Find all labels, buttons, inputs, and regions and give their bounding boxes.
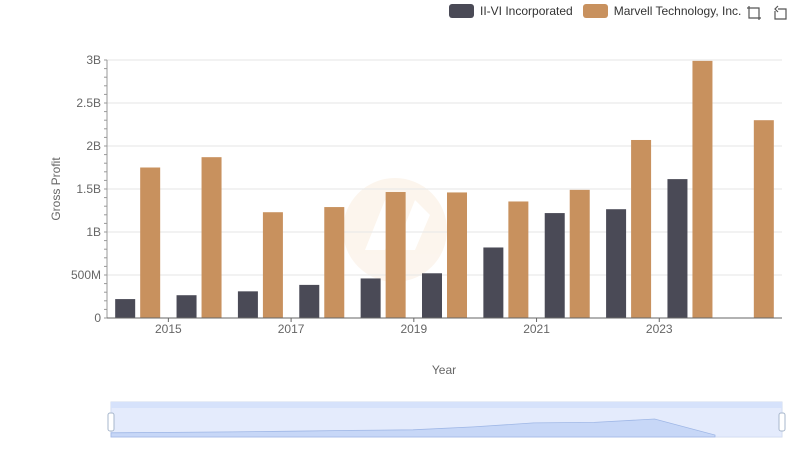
datazoom[interactable] — [107, 401, 786, 438]
bar-ii-vi[interactable] — [176, 295, 197, 318]
toolbox — [746, 5, 788, 21]
y-tick-label: 500M — [71, 268, 101, 282]
bar-ii-vi[interactable] — [237, 291, 258, 318]
bar-marvell[interactable] — [262, 212, 283, 318]
bar-marvell[interactable] — [140, 167, 161, 319]
datazoom-handle-right[interactable] — [778, 412, 786, 432]
bar-marvell[interactable] — [324, 207, 345, 318]
bar-marvell[interactable] — [753, 120, 774, 318]
legend-item-ii-vi[interactable]: II-VI Incorporated — [449, 4, 573, 18]
zoom-icon[interactable] — [746, 5, 762, 21]
bar-ii-vi[interactable] — [299, 284, 320, 318]
x-tick-label: 2017 — [278, 322, 305, 336]
bar-marvell[interactable] — [385, 192, 406, 318]
datazoom-area — [110, 418, 716, 438]
bar-ii-vi[interactable] — [422, 273, 442, 318]
bar-ii-vi[interactable] — [606, 209, 627, 318]
bar-ii-vi[interactable] — [544, 213, 565, 318]
legend-label-ii-vi: II-VI Incorporated — [480, 4, 573, 18]
legend-item-marvell[interactable]: Marvell Technology, Inc. — [582, 4, 742, 18]
legend-label-marvell: Marvell Technology, Inc. — [613, 4, 742, 18]
datazoom-handle-left[interactable] — [107, 412, 115, 432]
y-axis-label: Gross Profit — [49, 157, 63, 221]
bar-ii-vi[interactable] — [360, 278, 381, 318]
legend-swatch-ii-vi — [449, 4, 474, 18]
bar-marvell[interactable] — [692, 60, 713, 319]
x-tick-label: 2023 — [646, 322, 673, 336]
bar-ii-vi[interactable] — [483, 247, 504, 318]
y-tick-label: 1B — [86, 225, 101, 239]
x-axis-label: Year — [432, 363, 456, 377]
x-tick-label: 2021 — [523, 322, 550, 336]
y-tick-label: 2B — [86, 139, 101, 153]
watermark-logo — [343, 178, 447, 282]
y-tick-label: 0 — [94, 311, 101, 325]
bar-marvell[interactable] — [201, 157, 222, 318]
restore-icon[interactable] — [772, 5, 788, 21]
bar-ii-vi[interactable] — [667, 179, 688, 318]
datazoom-top-bar[interactable] — [111, 402, 782, 408]
bar-marvell[interactable] — [569, 189, 590, 318]
bar-marvell[interactable] — [447, 192, 467, 318]
legend: II-VI Incorporated Marvell Technology, I… — [449, 4, 741, 18]
y-tick-label: 3B — [86, 53, 101, 67]
y-tick-label: 1.5B — [76, 182, 101, 196]
bar-ii-vi[interactable] — [115, 299, 136, 318]
y-tick-label: 2.5B — [76, 96, 101, 110]
bar-marvell[interactable] — [631, 139, 652, 318]
legend-swatch-marvell — [582, 4, 608, 18]
x-tick-label: 2019 — [400, 322, 427, 336]
bar-marvell[interactable] — [508, 201, 529, 318]
datazoom-selection[interactable] — [111, 402, 782, 437]
x-tick-label: 2015 — [155, 322, 182, 336]
datazoom-track — [110, 401, 783, 438]
